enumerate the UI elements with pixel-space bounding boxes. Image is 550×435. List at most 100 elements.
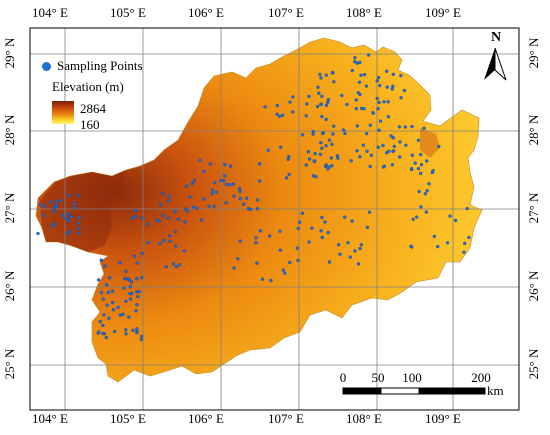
sampling-point [135,303,139,307]
sampling-point [355,61,359,65]
sampling-point [410,124,414,129]
sampling-point [362,72,367,77]
sampling-point [132,254,137,259]
sampling-point [69,215,73,219]
sampling-point [107,316,111,320]
sampling-point [307,94,311,99]
sampling-point [331,132,335,136]
sampling-point [128,292,132,296]
sampling-point [164,265,168,269]
sampling-point [61,213,65,218]
sampling-point [315,104,320,109]
sampling-point [287,172,291,177]
sampling-point [398,140,402,144]
sampling-point [416,138,421,142]
sampling-point [318,152,323,157]
sampling-point [167,216,171,220]
sampling-point [278,229,282,233]
sampling-point [50,224,55,228]
sampling-point [219,178,223,183]
sampling-point [279,145,283,149]
sampling-point [140,275,144,280]
sampling-point [173,230,178,234]
sampling-point [190,181,195,186]
sampling-point [341,128,346,132]
sampling-point [330,142,334,146]
sampling-point [300,211,305,215]
sampling-point [184,207,188,211]
sampling-point [76,226,81,231]
lat-tick-right-27: 27° N [526,192,541,224]
sampling-point [364,84,369,88]
sampling-point [111,308,116,312]
sampling-point [391,72,395,77]
sampling-point [101,323,105,328]
sampling-point [167,234,172,238]
sampling-point [329,156,333,160]
sampling-point [377,100,381,105]
sampling-point [146,240,150,245]
sampling-point [359,106,364,111]
sampling-point [359,243,363,247]
lat-tick-right-25: 25° N [526,348,541,380]
sampling-point [124,328,128,332]
sampling-point [116,305,120,310]
sampling-point [310,226,314,230]
sampling-point [110,289,115,293]
sampling-point [38,203,43,207]
sampling-point [202,169,206,174]
sampling-point [320,114,324,119]
sampling-point [376,75,381,80]
sampling-point [176,217,180,222]
lon-tick-bottom-106: 106° E [188,411,224,426]
sampling-point [411,217,415,221]
sampling-point [135,330,139,335]
sampling-point [128,297,133,301]
lon-tick-bottom-105: 105° E [110,411,146,426]
sampling-point [427,182,431,186]
sampling-point [349,159,353,163]
sampling-point [76,231,80,235]
sampling-point [324,163,328,167]
sampling-point [307,240,311,244]
sampling-point [266,148,270,152]
sampling-point [386,115,391,119]
sampling-point [238,186,242,191]
sampling-point [330,164,334,168]
scale-label-50: 50 [371,370,385,385]
sampling-point [168,239,172,243]
sampling-point [105,283,109,287]
sampling-point [167,194,172,198]
sampling-point [386,100,390,104]
sampling-point [359,73,363,77]
sampling-point [391,84,395,88]
sampling-point [305,102,309,106]
sampling-points-layer [36,53,471,342]
sampling-point [76,221,81,225]
sampling-point [228,183,232,187]
sampling-point [336,243,341,247]
sampling-point [238,197,243,201]
sampling-point [232,194,236,198]
map-border [29,27,520,411]
sampling-point [355,149,359,153]
sampling-point [346,241,350,245]
sampling-point [350,68,354,73]
lat-tick-right-28: 28° N [526,114,541,146]
sampling-point [367,210,372,214]
sampling-point [371,111,375,115]
sampling-point [319,141,323,145]
lat-tick-left-26: 26° N [2,270,17,302]
sampling-point [112,329,117,334]
sampling-point [76,193,80,198]
sampling-point [385,85,389,89]
sampling-point [332,124,336,128]
sampling-point [155,218,159,222]
sampling-point [419,171,423,176]
sampling-point [36,231,40,236]
scale-label-0: 0 [339,370,347,385]
sampling-point [267,234,272,238]
sampling-point [358,92,362,97]
sampling-point [365,225,370,230]
